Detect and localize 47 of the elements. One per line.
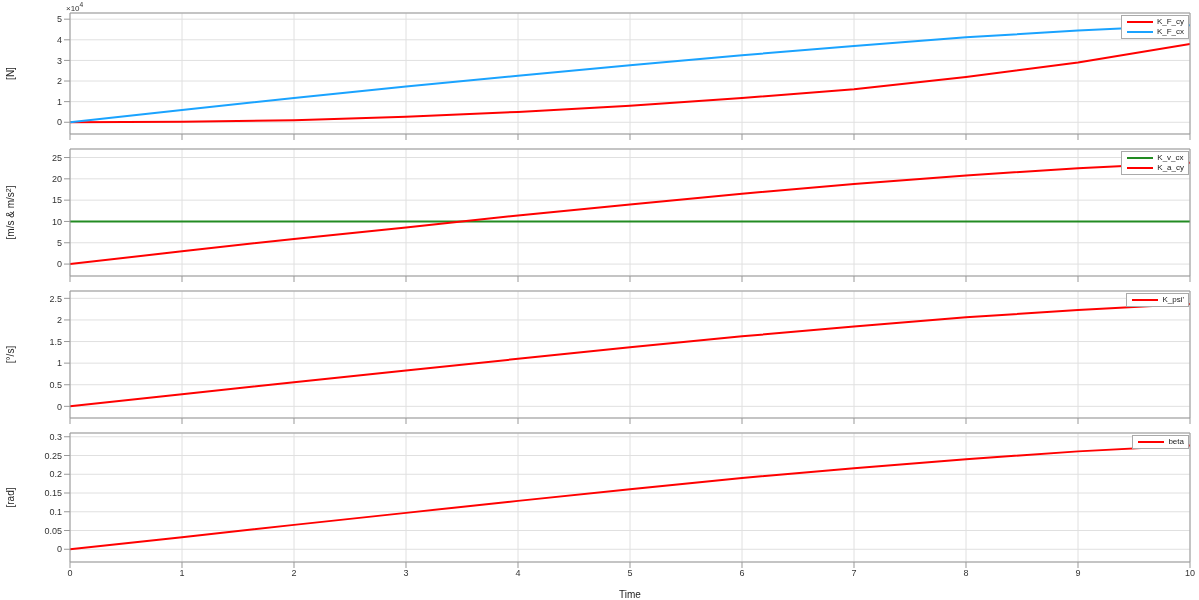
legend-label: K_v_cx — [1157, 153, 1184, 163]
y-tick-label: 0 — [56, 401, 62, 412]
x-tick-label: 5 — [627, 568, 633, 579]
y-tick-label: 1.5 — [49, 336, 62, 347]
y-tick-label: 5 — [56, 14, 62, 25]
x-tick-label: 2 — [291, 568, 297, 579]
y-tick-label: 5 — [56, 237, 62, 248]
y-axis-title: [N] — [5, 66, 16, 80]
y-tick-label: 25 — [51, 152, 62, 163]
x-tick-label: 9 — [1075, 568, 1081, 579]
y-tick-label: 4 — [56, 34, 62, 45]
x-tick-label: 8 — [963, 568, 969, 579]
y-tick-label: 0.15 — [44, 488, 62, 499]
y-axis-title: [rad] — [5, 487, 16, 508]
legend-label: K_F_cx — [1156, 27, 1184, 37]
y-tick-label: 2.5 — [49, 293, 62, 304]
y-tick-label: 0 — [56, 259, 62, 270]
x-tick-label: 7 — [851, 568, 857, 579]
y-tick-label: 0.2 — [49, 469, 62, 480]
legend-label: beta — [1168, 437, 1184, 447]
y-tick-label: 10 — [51, 216, 62, 227]
y-tick-label: 1 — [56, 96, 62, 107]
text: ×10$^{4}$ — [66, 0, 84, 14]
legend-label: K_a_cy — [1157, 163, 1184, 173]
y-tick-label: 0.05 — [44, 525, 62, 536]
x-tick-label: 4 — [515, 568, 521, 579]
y-tick-label: 0.1 — [49, 506, 62, 517]
y-tick-label: 0.3 — [49, 431, 62, 442]
x-tick-label: 0 — [67, 568, 73, 579]
y-tick-label: 15 — [51, 195, 62, 206]
y-tick-label: 0.25 — [44, 450, 62, 461]
y-tick-label: 0 — [56, 117, 62, 128]
y-tick-label: 0.5 — [49, 379, 62, 390]
x-tick-label: 1 — [179, 568, 185, 579]
y-tick-label: 2 — [56, 315, 62, 326]
x-tick-label: 3 — [403, 568, 409, 579]
y-tick-label: 0 — [56, 544, 62, 555]
y-tick-label: 20 — [51, 174, 62, 185]
x-axis-title: Time — [619, 589, 642, 600]
y-tick-label: 1 — [56, 358, 62, 369]
x-tick-label: 6 — [739, 568, 745, 579]
y-tick-label: 3 — [56, 55, 62, 66]
x-tick-label: 10 — [1184, 568, 1196, 579]
legend-label: K_F_cy — [1156, 17, 1184, 27]
y-tick-label: 2 — [56, 76, 62, 87]
y-axis-title: [°/s] — [5, 345, 16, 364]
legend-label: K_psi' — [1162, 295, 1184, 305]
